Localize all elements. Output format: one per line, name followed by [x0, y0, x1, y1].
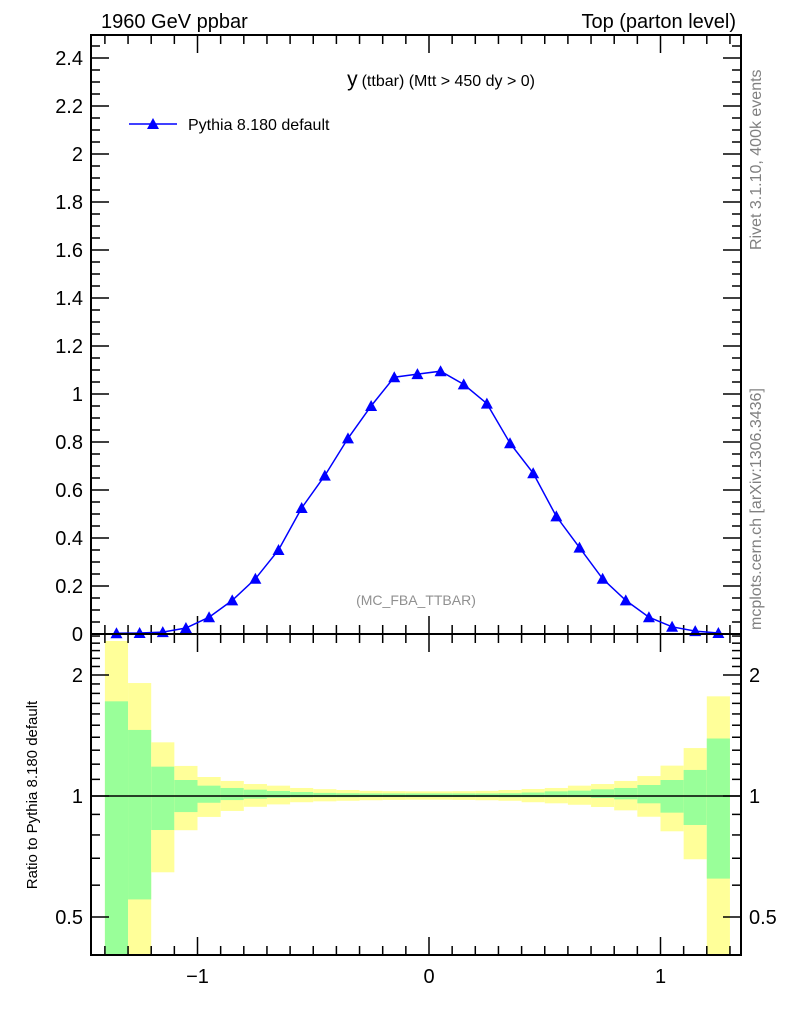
ratio-frame [90, 633, 742, 956]
y-tick-label: 0.6 [55, 480, 83, 502]
y-tick-label: 1.4 [55, 288, 83, 310]
main-axis-ticks: −1 0 1 0 0.2 0.4 0.6 0.8 1 1.2 1.4 1.6 1.8 2 2.2 2.4 0.5… [55, 35, 777, 988]
title-variable: y [347, 68, 358, 91]
y-tick-label: 1.2 [55, 336, 83, 358]
data-point-triangle [411, 368, 424, 380]
data-point-triangle [550, 510, 563, 522]
data-point-triangle [133, 627, 146, 639]
stat-band-bin [614, 787, 638, 800]
data-point-triangle [226, 594, 239, 606]
ratio-y-tick-label-left: 2 [72, 665, 83, 687]
ratio-y-tick-label-right: 0.5 [749, 907, 777, 929]
stat-band-bin [544, 791, 568, 798]
y-tick-label: 0.2 [55, 576, 83, 598]
stat-band-bin [382, 793, 406, 798]
legend-entry: Pythia 8.180 default [188, 117, 330, 134]
y-tick-label: 1.8 [55, 192, 83, 214]
stat-band-bin [336, 793, 360, 798]
stat-band-bin [706, 738, 730, 879]
legend: Pythia 8.180 default [129, 117, 330, 134]
stat-band-bin [128, 729, 152, 900]
stat-band-bin [498, 793, 522, 798]
y-tick-label: 1 [72, 384, 83, 406]
analysis-label: (MC_FBA_TTBAR) [356, 592, 476, 608]
x-tick-label: 1 [655, 966, 666, 988]
y-tick-label: 2.2 [55, 96, 83, 118]
data-point-triangle [666, 620, 679, 632]
stat-band-bin [405, 793, 429, 798]
mcplots-label: mcplots.cern.ch [arXiv:1306.3436] [748, 388, 765, 630]
data-point-triangle [110, 627, 123, 639]
stat-band-bin [429, 793, 453, 798]
data-point-triangle [341, 432, 354, 444]
plot-title: y (ttbar) (Mtt > 450 dy > 0) [347, 68, 535, 91]
stat-band-bin [683, 769, 707, 825]
header-right: Top (parton level) [581, 11, 736, 33]
stat-band-bin [637, 785, 661, 804]
data-point-triangle [318, 469, 331, 481]
data-point-triangle [272, 544, 285, 555]
stat-band-bin [197, 785, 221, 803]
title-rest: (ttbar) (Mtt > 450 dy > 0) [362, 73, 535, 90]
stat-band-bin [475, 793, 499, 798]
x-tick-label: 0 [423, 966, 434, 988]
stat-band-bin [591, 789, 615, 798]
data-point-triangle [295, 502, 308, 513]
header-left: 1960 GeV ppbar [101, 11, 248, 33]
stat-band-bin [220, 787, 244, 801]
data-point-triangle [203, 611, 216, 623]
data-point-triangle [388, 371, 401, 383]
ratio-ylabel: Ratio to Pythia 8.180 default [24, 700, 41, 889]
stat-band-bin [151, 766, 175, 831]
data-point-triangle [642, 611, 655, 623]
y-tick-label: 0.8 [55, 432, 83, 454]
data-point-triangle [179, 622, 192, 633]
data-point-triangle [712, 627, 725, 639]
ratio-bands [104, 641, 730, 955]
legend-triangle-marker-icon [147, 118, 159, 129]
y-tick-label: 2.4 [55, 48, 83, 70]
y-tick-label: 1.6 [55, 240, 83, 262]
y-tick-label: 0 [72, 624, 83, 646]
data-point-triangle [365, 400, 378, 411]
data-point-triangle [527, 467, 540, 479]
ratio-y-tick-label-left: 0.5 [55, 907, 83, 929]
data-point-triangle [573, 541, 586, 553]
stat-band-bin [266, 791, 291, 798]
stat-band-bin [104, 701, 129, 955]
ratio-y-tick-label-right: 1 [749, 786, 760, 808]
y-tick-label: 0.4 [55, 528, 83, 550]
data-point-triangle [249, 572, 262, 584]
data-point-triangle [619, 594, 632, 606]
stat-band-bin [359, 793, 383, 798]
stat-band-bin [313, 792, 337, 798]
stat-band-bin [521, 792, 545, 798]
y-tick-label: 2 [72, 144, 83, 166]
stat-band-bin [243, 789, 267, 799]
data-point-triangle [504, 437, 517, 449]
data-point-triangle [457, 378, 470, 390]
data-point-triangle [434, 365, 447, 377]
data-point-triangle [596, 572, 609, 584]
stat-band-bin [567, 790, 592, 798]
data-point-triangle [480, 397, 493, 409]
rivet-label: Rivet 3.1.10, 400k events [748, 69, 765, 250]
ratio-y-tick-label-right: 2 [749, 665, 760, 687]
x-tick-label: −1 [186, 966, 209, 988]
stat-band-bin [452, 793, 476, 798]
ratio-y-tick-label-left: 1 [72, 786, 83, 808]
stat-band-bin [290, 792, 314, 798]
